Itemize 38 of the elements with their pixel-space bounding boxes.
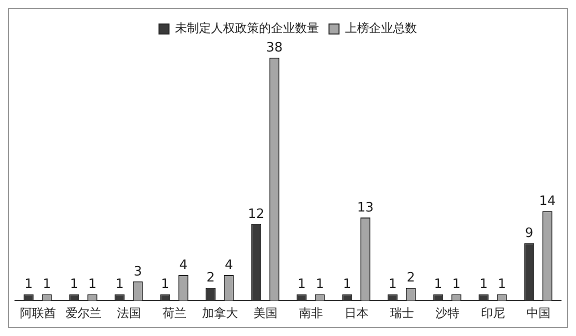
data-label: 2 [406,270,415,286]
data-label: 1 [116,277,124,292]
data-label: 1 [161,277,170,292]
data-label: 1 [388,277,397,292]
data-label: 1 [498,277,506,292]
x-tick-label: 南非 [298,306,323,320]
legend-label: 未制定人权政策的企业数量 [175,21,319,36]
data-label: 14 [539,194,556,210]
x-tick-label: 中国 [526,306,550,320]
data-label: 1 [452,277,460,292]
data-label: 4 [224,258,233,273]
legend-label: 上榜企业总数 [345,21,417,36]
data-label: 1 [316,277,324,292]
data-label: 12 [248,206,264,222]
data-label: 2 [206,270,215,286]
data-label: 38 [266,40,283,56]
x-tick-label: 法国 [116,306,141,320]
data-label: 1 [434,277,442,292]
x-tick-label: 瑞士 [390,306,414,320]
x-tick-label: 阿联酋 [20,306,56,320]
x-tick-label: 美国 [253,306,278,320]
x-tick-label: 印尼 [480,306,505,320]
data-label: 3 [134,264,142,280]
data-label: 4 [179,258,188,273]
data-label: 1 [480,277,488,292]
x-tick-label: 爱尔兰 [65,306,102,320]
x-tick-label: 日本 [344,306,368,320]
data-label: 1 [24,277,33,292]
data-label: 13 [357,200,374,216]
data-label: 1 [42,277,51,292]
data-label: 1 [88,277,96,292]
data-label: 1 [70,277,78,292]
x-tick-label: 荷兰 [162,306,186,320]
x-tick-label: 沙特 [435,306,460,320]
data-label: 1 [298,277,306,292]
x-tick-label: 加拿大 [202,306,238,320]
data-label: 9 [525,226,534,241]
data-label: 1 [343,277,352,292]
